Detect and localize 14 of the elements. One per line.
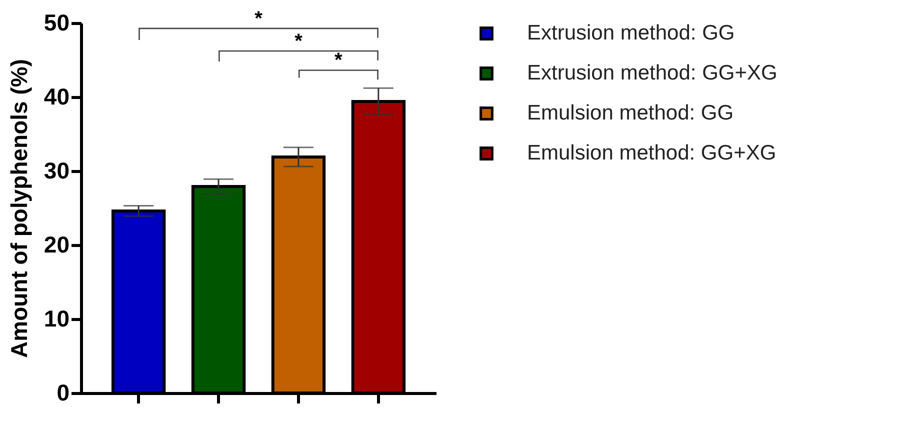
legend-label: Extrusion method: GG+XG xyxy=(527,62,778,84)
y-tick-label: 30 xyxy=(44,158,70,184)
y-axis-title: Amount of polyphenols (%) xyxy=(6,59,32,358)
annotation: * xyxy=(294,30,303,52)
y-tick-label: 50 xyxy=(44,10,70,36)
y-tick-label: 0 xyxy=(56,380,70,406)
y-tick-label: 20 xyxy=(44,232,70,258)
legend-label: Emulsion method: GG xyxy=(527,102,734,124)
annotation: * xyxy=(334,50,343,72)
legend-label: Extrusion method: GG xyxy=(527,22,735,44)
annotation: * xyxy=(254,8,263,30)
y-tick-label: 40 xyxy=(44,84,70,110)
y-tick-label: 10 xyxy=(44,306,70,332)
legend-label: Emulsion method: GG+XG xyxy=(527,142,776,164)
